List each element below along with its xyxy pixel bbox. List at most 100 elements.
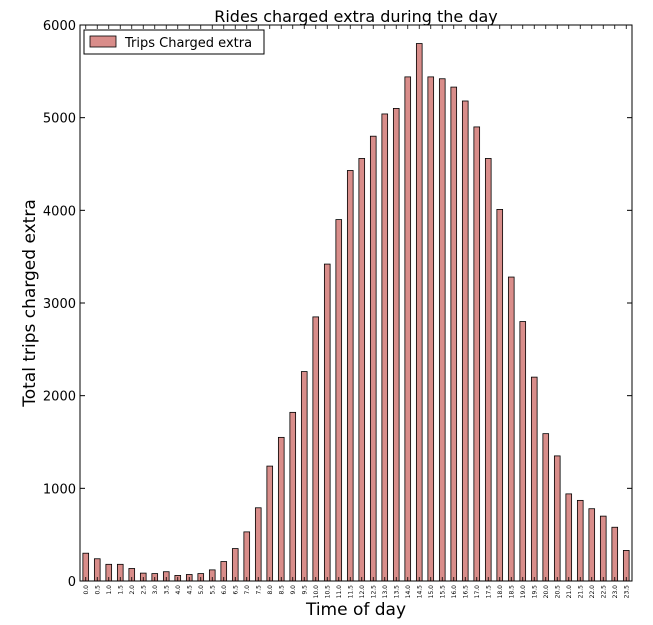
x-tick-label: 21.0	[566, 585, 573, 599]
bar	[588, 508, 596, 582]
x-tick-label: 1.5	[117, 585, 124, 595]
bar	[427, 76, 435, 582]
x-tick-label: 3.0	[152, 585, 159, 595]
x-tick-label: 9.5	[301, 585, 308, 595]
x-tick-label: 15.5	[439, 585, 446, 599]
x-tick-label: 12.5	[370, 585, 377, 599]
x-axis-label: Time of day	[305, 600, 406, 620]
x-tick-label: 1.0	[106, 585, 113, 595]
y-tick-label: 6000	[43, 19, 76, 34]
y-tick-label: 1000	[43, 482, 76, 497]
x-tick-label: 5.5	[209, 585, 216, 595]
bar	[404, 76, 412, 582]
bar	[300, 371, 308, 582]
x-tick-label: 22.5	[600, 585, 607, 599]
y-tick-label: 0	[68, 575, 76, 590]
bar	[611, 526, 619, 582]
plot-frame	[79, 24, 633, 582]
bar	[369, 135, 377, 582]
bar	[507, 276, 515, 582]
x-tick-label: 23.5	[623, 585, 630, 599]
x-tick-label: 18.0	[497, 585, 504, 599]
x-tick-label: 4.0	[175, 585, 182, 595]
y-tick-label: 4000	[43, 204, 76, 219]
bar	[599, 515, 607, 582]
bar	[496, 209, 504, 582]
bar	[484, 158, 492, 582]
x-tick-label: 14.5	[416, 585, 423, 599]
x-tick-label: 13.5	[393, 585, 400, 599]
bar	[542, 433, 550, 582]
bar	[576, 499, 584, 582]
x-tick-label: 7.0	[244, 585, 251, 595]
bar	[519, 321, 527, 582]
x-tick-label: 14.0	[405, 585, 412, 599]
x-tick-label: 3.5	[163, 585, 170, 595]
bar	[392, 108, 400, 582]
x-tick-label: 10.0	[313, 585, 320, 599]
legend-swatch	[89, 35, 117, 48]
bar	[358, 158, 366, 582]
bar	[622, 550, 630, 582]
x-tick-label: 0.0	[83, 585, 90, 595]
bar	[289, 411, 297, 582]
bar	[243, 531, 251, 582]
bar	[346, 170, 354, 582]
x-tick-label: 16.0	[451, 585, 458, 599]
bar	[312, 316, 320, 582]
bar	[415, 43, 423, 582]
bar	[231, 548, 239, 582]
x-tick-label: 11.5	[347, 585, 354, 599]
x-tick-label: 8.5	[278, 585, 285, 595]
x-tick-label: 19.0	[520, 585, 527, 599]
bar	[254, 507, 262, 582]
bar	[530, 376, 538, 582]
bar	[565, 493, 573, 582]
bar	[381, 113, 389, 582]
x-tick-label: 7.5	[255, 585, 262, 595]
bar	[323, 263, 331, 582]
bar	[461, 100, 469, 582]
x-tick-label: 2.0	[129, 585, 136, 595]
y-axis-label: Total trips charged extra	[20, 199, 40, 408]
x-tick-label: 17.0	[474, 585, 481, 599]
x-tick-label: 23.0	[612, 585, 619, 599]
bar	[473, 126, 481, 582]
y-tick-label: 2000	[43, 390, 76, 405]
bar	[266, 465, 274, 582]
x-tick-label: 20.5	[554, 585, 561, 599]
bar	[277, 436, 285, 582]
x-tick-label: 5.0	[198, 585, 205, 595]
x-tick-label: 6.5	[232, 585, 239, 595]
bar	[450, 86, 458, 582]
y-tick-label: 5000	[43, 112, 76, 127]
x-tick-label: 22.0	[589, 585, 596, 599]
x-tick-label: 10.5	[324, 585, 331, 599]
x-tick-label: 9.0	[290, 585, 297, 595]
x-tick-label: 19.5	[531, 585, 538, 599]
x-tick-label: 18.5	[508, 585, 515, 599]
legend-label: Trips Charged extra	[124, 36, 252, 51]
x-tick-label: 16.5	[462, 585, 469, 599]
x-tick-label: 8.0	[267, 585, 274, 595]
legend: Trips Charged extra	[83, 29, 265, 55]
x-tick-label: 6.0	[221, 585, 228, 595]
bar	[82, 552, 90, 582]
x-tick-label: 2.5	[140, 585, 147, 595]
bar	[438, 78, 446, 582]
bar	[335, 219, 343, 582]
y-tick-label: 3000	[43, 297, 76, 312]
x-tick-label: 0.5	[94, 585, 101, 595]
x-tick-label: 13.0	[382, 585, 389, 599]
plot-area: 0 1000 2000 3000 4000 5000 6000 0.0 0.5 1.0 1.5 2.0…	[43, 19, 633, 599]
x-tick-label: 4.5	[186, 585, 193, 595]
x-tick-label: 21.5	[577, 585, 584, 599]
x-tick-label: 12.0	[359, 585, 366, 599]
chart-title: Rides charged extra during the day	[214, 7, 498, 26]
x-tick-label: 17.5	[485, 585, 492, 599]
x-tick-label: 20.0	[543, 585, 550, 599]
x-tick-label: 11.0	[336, 585, 343, 599]
x-tick-label: 15.0	[428, 585, 435, 599]
bar	[553, 455, 561, 582]
